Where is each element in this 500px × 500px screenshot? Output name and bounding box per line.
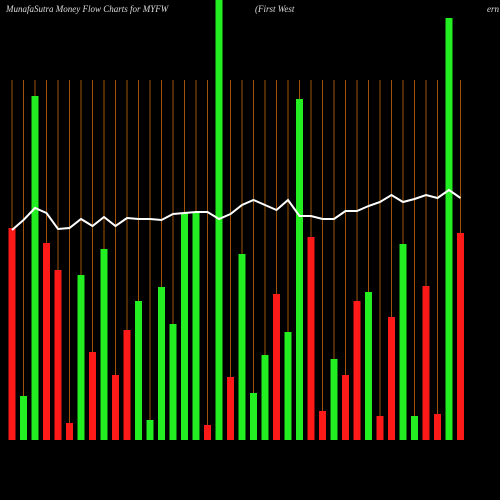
bar [445, 18, 453, 440]
bar [365, 292, 372, 440]
bar [146, 420, 154, 440]
bar [227, 377, 234, 440]
bar [204, 425, 211, 440]
chart-subtitle: (First West [255, 4, 295, 14]
bar [192, 213, 200, 440]
money-flow-line [11, 188, 462, 231]
bar [273, 294, 280, 440]
bar [422, 286, 430, 440]
bar [8, 228, 16, 440]
bar [250, 393, 257, 440]
bar [376, 416, 384, 440]
bar [261, 355, 269, 440]
bar [307, 237, 315, 440]
bar [296, 99, 303, 440]
bar [434, 414, 441, 440]
bar [135, 301, 142, 440]
chart-title-tail: ern [487, 4, 499, 14]
bar [353, 301, 361, 440]
bar [43, 243, 50, 440]
bar [399, 244, 407, 440]
bar [123, 330, 131, 440]
bar [77, 275, 85, 440]
bar [388, 317, 395, 440]
bar [342, 375, 349, 440]
bar [330, 359, 338, 440]
bar [238, 254, 246, 440]
bar [31, 96, 39, 440]
bar [319, 411, 326, 440]
chart-title: MunafaSutra Money Flow Charts for MYFW [5, 4, 170, 14]
bar [181, 213, 188, 440]
bar [112, 375, 119, 440]
bar [284, 332, 292, 440]
bar [66, 423, 73, 440]
bar [89, 352, 96, 440]
bar [54, 270, 62, 440]
bar [457, 233, 464, 440]
bar [20, 396, 27, 440]
bar [411, 416, 418, 440]
bar [158, 287, 165, 440]
bar [169, 324, 177, 440]
bar [100, 249, 108, 440]
